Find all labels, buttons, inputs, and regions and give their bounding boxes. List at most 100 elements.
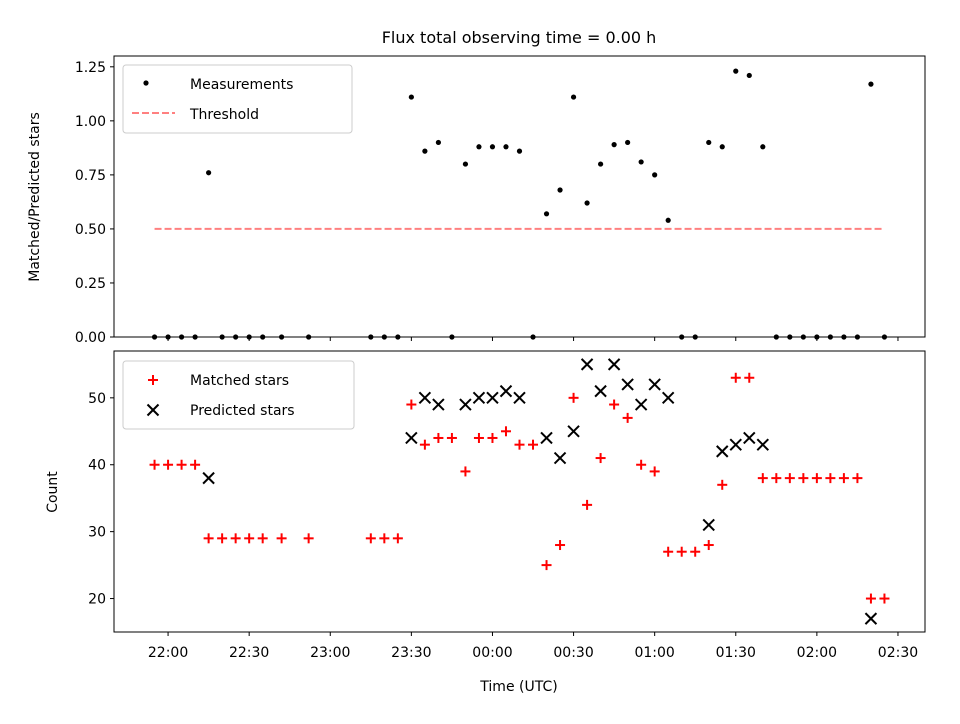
matched-point	[276, 533, 287, 544]
measurement-point	[557, 187, 563, 193]
top-axes-frame	[113, 55, 926, 338]
matched-point	[230, 533, 241, 544]
bottom-x-tick-label: 00:30	[553, 645, 593, 661]
matched-point	[528, 439, 539, 450]
matched-point	[473, 432, 484, 443]
bottom-legend: Matched stars Predicted stars	[122, 360, 355, 430]
matched-point	[568, 392, 579, 403]
matched-point	[582, 499, 593, 510]
matched-point	[852, 473, 863, 484]
predicted-point	[634, 398, 648, 411]
bottom-x-tick-label: 23:00	[310, 645, 350, 661]
legend-x-glyph	[146, 403, 160, 417]
top-y-tick-label: 0.00	[75, 330, 106, 346]
bottom-x-tick-label: 00:00	[472, 645, 512, 661]
predicted-point	[864, 612, 878, 625]
bottom-x-tick-label: 02:30	[878, 645, 918, 661]
measurement-point	[868, 81, 874, 87]
top-y-tick-label: 0.25	[75, 276, 106, 292]
measurement-point	[746, 72, 752, 79]
matched-point	[690, 546, 701, 557]
matched-point	[649, 466, 660, 477]
bottom-panel: 20 30 40 50 22:00 22:30 23:00 23:30 00:00 00:30 0…	[45, 350, 926, 695]
legend-matched-marker	[148, 375, 158, 385]
predicted-point	[513, 391, 526, 405]
predicted-point	[432, 398, 445, 411]
measurement-point	[206, 170, 212, 176]
measurement-point	[516, 148, 523, 154]
matched-point	[798, 473, 809, 484]
matched-point	[676, 546, 687, 557]
matched-point	[303, 533, 314, 544]
predicted-point	[648, 378, 661, 391]
matched-point	[176, 459, 187, 470]
matched-point	[487, 432, 498, 443]
bottom-x-tick-label: 22:30	[229, 645, 269, 661]
top-y-axis-label: Matched/Predicted stars	[27, 112, 43, 282]
predicted-point	[661, 391, 675, 405]
measurement-point	[584, 200, 590, 206]
matched-point	[555, 540, 566, 551]
bottom-x-tick-label: 23:30	[391, 645, 431, 661]
x-axis-label: Time (UTC)	[479, 679, 557, 695]
measurement-point	[611, 142, 617, 148]
matched-point	[636, 459, 647, 470]
bottom-axes-frame	[113, 350, 926, 633]
matched-point	[244, 533, 255, 544]
bottom-x-tick-label: 02:00	[797, 645, 837, 661]
measurement-point	[435, 139, 441, 146]
bottom-x-tick-label: 01:00	[634, 645, 674, 661]
predicted-point	[580, 358, 594, 371]
matched-point	[500, 426, 511, 437]
matched-point	[703, 540, 714, 551]
predicted-point	[418, 391, 432, 405]
measurement-point	[625, 139, 631, 146]
top-y-tick-label: 1.00	[75, 114, 106, 130]
matched-point	[406, 399, 417, 410]
measurement-point	[598, 161, 604, 167]
predicted-point	[743, 431, 756, 445]
predicted-point	[499, 384, 513, 398]
matched-point	[257, 533, 268, 544]
matched-point	[541, 560, 552, 571]
matched-point	[879, 593, 890, 604]
matched-point	[838, 473, 849, 484]
bottom-plot-area	[149, 358, 890, 625]
legend-measurements-marker	[143, 80, 149, 86]
predicted-point	[729, 438, 742, 451]
top-legend-box	[122, 64, 353, 134]
bottom-legend-box	[122, 360, 355, 430]
legend-measurements-label: Measurements	[190, 77, 293, 93]
matched-point	[744, 372, 755, 383]
predicted-point	[540, 431, 553, 445]
measurement-point	[760, 144, 766, 150]
predicted-point	[567, 425, 580, 438]
matched-point	[203, 533, 214, 544]
predicted-point	[202, 471, 215, 485]
measurement-point	[543, 211, 550, 217]
top-y-tick-label: 1.25	[75, 60, 106, 76]
predicted-point	[405, 431, 418, 445]
measurement-point	[408, 94, 414, 100]
measurement-point	[462, 161, 469, 167]
matched-point	[811, 473, 822, 484]
matched-point	[433, 432, 444, 443]
legend-matched-label: Matched stars	[190, 373, 289, 389]
bottom-x-ticks: 22:00 22:30 23:00 23:30 00:00 00:30 01:00 01:30…	[148, 632, 918, 661]
measurement-point	[503, 144, 509, 150]
measurement-point	[719, 144, 725, 150]
matched-point	[392, 533, 403, 544]
matched-point	[784, 473, 795, 484]
matched-point	[365, 533, 376, 544]
predicted-point	[621, 378, 634, 391]
bottom-y-tick-label: 30	[88, 525, 106, 541]
predicted-point	[486, 391, 499, 405]
bottom-y-axis-label: Count	[45, 471, 61, 513]
predicted-point	[756, 438, 770, 451]
matched-point	[595, 453, 606, 464]
matched-point	[622, 412, 633, 423]
predicted-point	[702, 518, 715, 532]
matched-point	[609, 399, 620, 410]
matched-point	[163, 459, 174, 470]
